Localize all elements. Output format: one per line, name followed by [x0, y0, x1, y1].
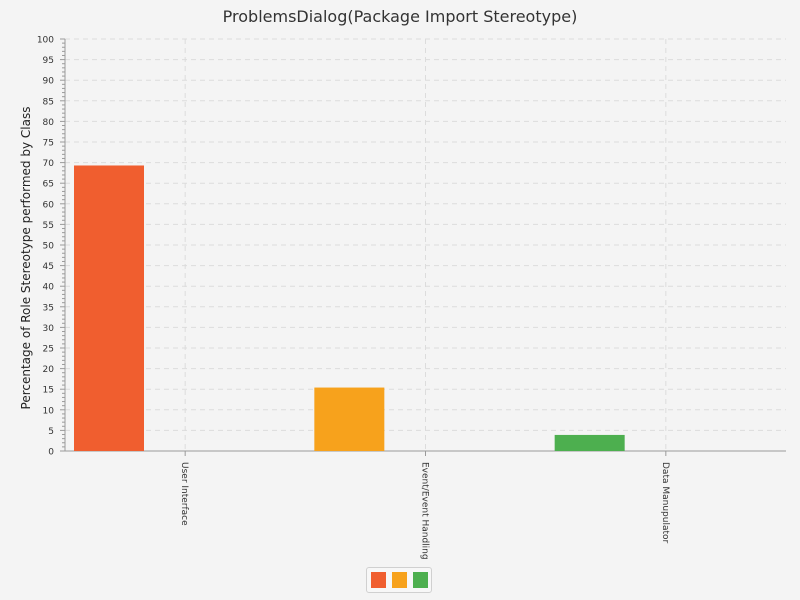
y-tick-label: 25: [43, 345, 54, 355]
y-tick-label: 100: [37, 36, 54, 46]
x-tick-label: Event/Event Handling: [420, 462, 430, 560]
y-tick-label: 60: [43, 200, 55, 210]
y-tick-label: 35: [43, 303, 54, 313]
y-tick-label: 55: [43, 221, 54, 231]
y-tick-label: 15: [43, 386, 54, 396]
bar: [74, 165, 144, 451]
y-tick-label: 85: [43, 97, 54, 107]
legend-swatch-3: [412, 572, 428, 588]
y-tick-label: 45: [43, 262, 54, 272]
x-tick-label: User Interface: [179, 462, 189, 526]
y-tick-label: 20: [43, 365, 55, 375]
y-tick-label: 95: [43, 56, 54, 66]
y-tick-label: 75: [43, 139, 54, 149]
legend-swatch-2: [391, 572, 407, 588]
y-tick-label: 90: [43, 77, 55, 87]
y-tick-label: 10: [43, 406, 55, 416]
y-tick-label: 50: [43, 242, 55, 252]
bar: [314, 387, 385, 451]
y-tick-label: 0: [48, 448, 54, 458]
legend-swatch-1: [370, 572, 386, 588]
legend: [366, 567, 432, 593]
y-tick-label: 70: [43, 159, 55, 169]
chart-title: ProblemsDialog(Package Import Stereotype…: [222, 7, 578, 26]
y-tick-label: 30: [43, 324, 55, 334]
y-tick-label: 65: [43, 180, 54, 190]
x-tick-label: Data Manupulator: [660, 462, 670, 544]
bar: [554, 434, 625, 451]
y-tick-label: 40: [43, 283, 55, 293]
y-tick-label: 80: [43, 118, 55, 128]
y-tick-label: 5: [48, 427, 54, 437]
